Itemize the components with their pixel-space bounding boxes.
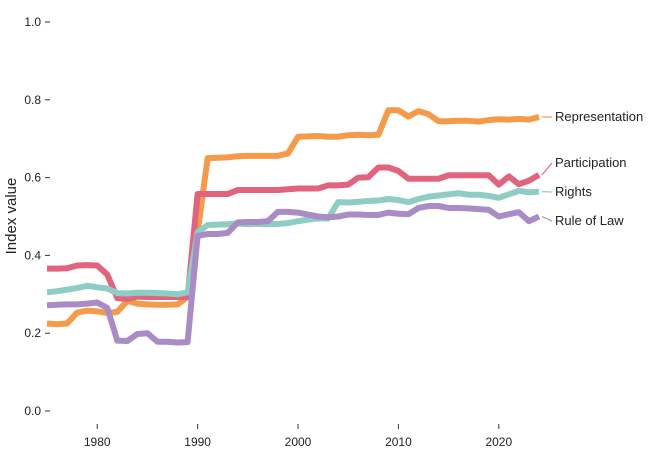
x-tick-label: 2000 bbox=[285, 435, 312, 449]
y-axis-title: Index value bbox=[3, 178, 20, 255]
y-tick-label: 0.2 bbox=[24, 326, 41, 340]
x-tick-label: 2020 bbox=[485, 435, 512, 449]
y-tick-label: 0.6 bbox=[24, 171, 41, 185]
x-axis: 1980 1990 2000 2010 2020 bbox=[84, 424, 512, 449]
series-line-rule-of-law bbox=[46, 203, 541, 346]
y-tick-label: 0.0 bbox=[24, 404, 41, 418]
y-tick-label: 0.4 bbox=[24, 248, 41, 262]
x-tick-label: 2010 bbox=[385, 435, 412, 449]
series-label-rights: Rights bbox=[555, 184, 592, 199]
x-tick-label: 1990 bbox=[184, 435, 211, 449]
x-tick-label: 1980 bbox=[84, 435, 111, 449]
y-axis: 0.0 0.2 0.4 0.6 0.8 1.0 bbox=[24, 15, 50, 418]
series-labels: Representation Participation Rights Rule of… bbox=[541, 109, 643, 228]
series-label-representation: Representation bbox=[555, 109, 643, 124]
series-lines bbox=[46, 107, 541, 346]
series-label-connector bbox=[541, 215, 553, 222]
series-label-rule-of-law: Rule of Law bbox=[555, 213, 624, 228]
series-label-connector bbox=[541, 162, 553, 176]
y-tick-label: 1.0 bbox=[24, 15, 41, 29]
series-label-participation: Participation bbox=[555, 155, 627, 170]
series-line-rights bbox=[46, 187, 540, 298]
series-line-participation bbox=[47, 164, 541, 302]
y-tick-label: 0.8 bbox=[24, 93, 41, 107]
